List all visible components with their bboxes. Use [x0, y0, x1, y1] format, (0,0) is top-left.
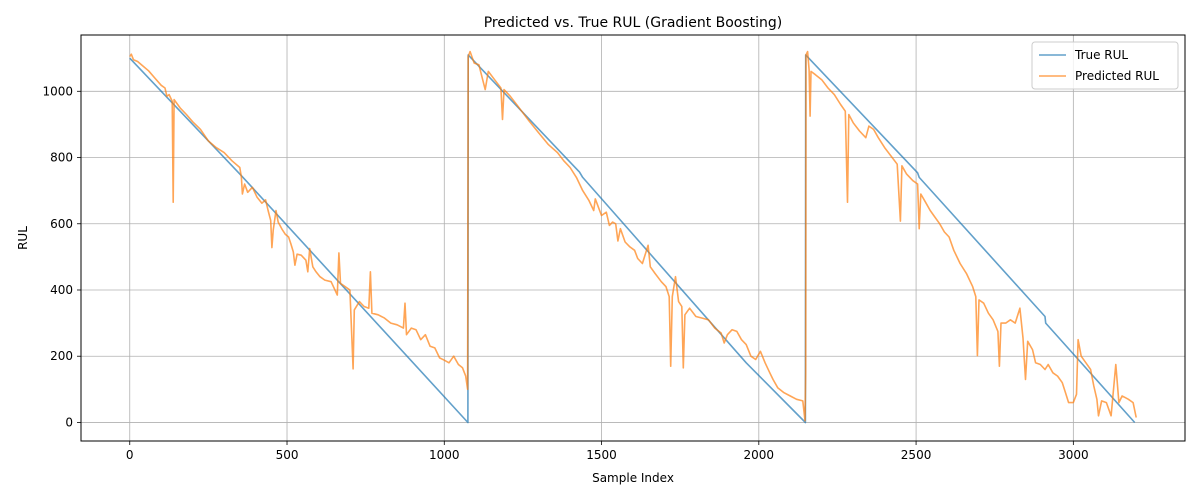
x-tick-label: 0 [126, 448, 134, 462]
x-tick-label: 500 [276, 448, 299, 462]
x-tick-label: 1000 [429, 448, 460, 462]
chart-title: Predicted vs. True RUL (Gradient Boostin… [484, 15, 783, 31]
plot-series [129, 50, 1137, 424]
legend-label-true-rul: True RUL [1074, 48, 1128, 62]
y-axis-label: RUL [16, 226, 30, 250]
y-tick-label: 600 [50, 217, 73, 231]
x-tick-label: 1500 [586, 448, 617, 462]
y-tick-label: 800 [50, 151, 73, 165]
legend-label-predicted-rul: Predicted RUL [1075, 69, 1159, 83]
grid-lines [81, 35, 1185, 441]
y-axis-ticks: 0 200 400 600 800 1000 [42, 84, 81, 429]
x-axis-label: Sample Index [592, 471, 674, 485]
x-tick-label: 2000 [744, 448, 775, 462]
y-tick-label: 0 [65, 415, 73, 429]
series-line-predicted-rul [129, 50, 1137, 422]
x-tick-label: 2500 [901, 448, 932, 462]
plot-frame [80, 34, 1186, 442]
x-tick-label: 3000 [1058, 448, 1089, 462]
y-tick-label: 1000 [42, 84, 73, 98]
legend: True RUL Predicted RUL [1031, 41, 1179, 90]
series-line-true-rul [129, 54, 1136, 424]
legend-box [1031, 41, 1179, 90]
x-axis-ticks: 0 500 1000 1500 2000 2500 3000 [126, 441, 1089, 462]
y-tick-label: 400 [50, 283, 73, 297]
y-tick-label: 200 [50, 349, 73, 363]
